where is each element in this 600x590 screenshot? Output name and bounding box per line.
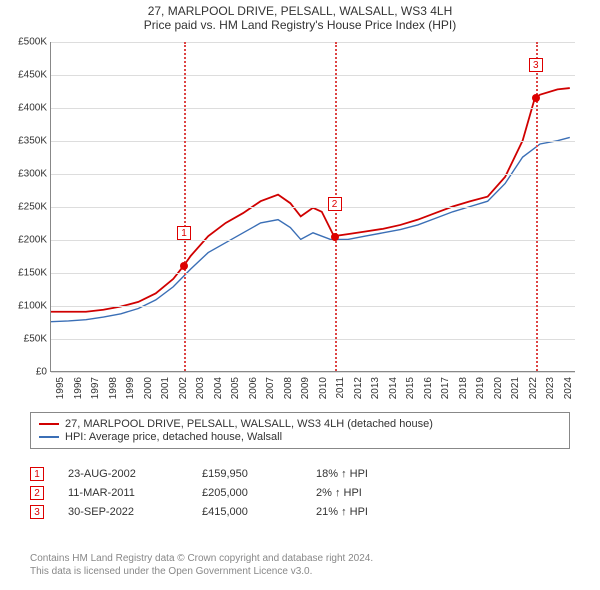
x-axis-label: 1995 — [55, 377, 66, 407]
x-axis-label: 1996 — [73, 377, 84, 407]
grid-line — [51, 108, 575, 109]
transaction-date: 23-AUG-2002 — [68, 468, 178, 480]
legend-swatch — [39, 423, 59, 425]
grid-line — [51, 339, 575, 340]
y-axis-label: £500K — [18, 37, 47, 48]
grid-line — [51, 207, 575, 208]
x-axis-label: 2015 — [405, 377, 416, 407]
legend-label: HPI: Average price, detached house, Wals… — [65, 431, 282, 443]
grid-line — [51, 372, 575, 373]
attribution-text: Contains HM Land Registry data © Crown c… — [30, 552, 570, 578]
legend-box: 27, MARLPOOL DRIVE, PELSALL, WALSALL, WS… — [30, 412, 570, 449]
x-axis-label: 2020 — [493, 377, 504, 407]
transaction-pct: 2% ↑ HPI — [316, 487, 426, 499]
chart-plot-area: £0£50K£100K£150K£200K£250K£300K£350K£400… — [50, 42, 575, 372]
grid-line — [51, 273, 575, 274]
x-axis-label: 2023 — [545, 377, 556, 407]
transaction-date: 11-MAR-2011 — [68, 487, 178, 499]
marker-dot — [331, 233, 339, 241]
x-axis-label: 2006 — [248, 377, 259, 407]
transaction-row: 3 30-SEP-2022 £415,000 21% ↑ HPI — [30, 505, 570, 519]
y-axis-label: £50K — [24, 334, 47, 345]
transaction-pct: 18% ↑ HPI — [316, 468, 426, 480]
x-axis-label: 2007 — [265, 377, 276, 407]
x-axis-label: 2010 — [318, 377, 329, 407]
x-axis-label: 2002 — [178, 377, 189, 407]
x-axis-label: 2018 — [458, 377, 469, 407]
x-axis-label: 2022 — [528, 377, 539, 407]
x-axis-label: 2001 — [160, 377, 171, 407]
x-axis-label: 1997 — [90, 377, 101, 407]
legend-label: 27, MARLPOOL DRIVE, PELSALL, WALSALL, WS… — [65, 418, 433, 430]
grid-line — [51, 42, 575, 43]
attribution-line: Contains HM Land Registry data © Crown c… — [30, 552, 570, 565]
transaction-marker: 2 — [30, 486, 44, 500]
marker-dot — [532, 94, 540, 102]
y-axis-label: £300K — [18, 169, 47, 180]
x-axis-label: 1998 — [108, 377, 119, 407]
y-axis-label: £450K — [18, 70, 47, 81]
x-axis-label: 2016 — [423, 377, 434, 407]
transactions-table: 1 23-AUG-2002 £159,950 18% ↑ HPI 2 11-MAR-201… — [30, 462, 570, 524]
x-axis-label: 2024 — [563, 377, 574, 407]
legend-item: HPI: Average price, detached house, Wals… — [39, 431, 561, 443]
marker-label: 1 — [177, 226, 191, 240]
grid-line — [51, 240, 575, 241]
legend-swatch — [39, 436, 59, 438]
x-axis-label: 2009 — [300, 377, 311, 407]
transaction-price: £159,950 — [202, 468, 292, 480]
marker-label: 2 — [328, 197, 342, 211]
attribution-line: This data is licensed under the Open Gov… — [30, 565, 570, 578]
series-line-property — [51, 88, 570, 312]
transaction-date: 30-SEP-2022 — [68, 506, 178, 518]
y-axis-label: £100K — [18, 301, 47, 312]
x-axis-label: 2014 — [388, 377, 399, 407]
transaction-row: 1 23-AUG-2002 £159,950 18% ↑ HPI — [30, 467, 570, 481]
x-axis-label: 2008 — [283, 377, 294, 407]
chart-title-block: 27, MARLPOOL DRIVE, PELSALL, WALSALL, WS… — [0, 0, 600, 34]
y-axis-label: £150K — [18, 268, 47, 279]
grid-line — [51, 141, 575, 142]
y-axis-label: £0 — [36, 367, 47, 378]
transaction-pct: 21% ↑ HPI — [316, 506, 426, 518]
x-axis-label: 2012 — [353, 377, 364, 407]
grid-line — [51, 75, 575, 76]
y-axis-label: £200K — [18, 235, 47, 246]
title-address: 27, MARLPOOL DRIVE, PELSALL, WALSALL, WS… — [0, 4, 600, 18]
x-axis-label: 1999 — [125, 377, 136, 407]
grid-line — [51, 306, 575, 307]
transaction-price: £415,000 — [202, 506, 292, 518]
marker-dot — [180, 262, 188, 270]
marker-line — [536, 42, 538, 371]
title-subtitle: Price paid vs. HM Land Registry's House … — [0, 18, 600, 32]
x-axis-label: 2019 — [475, 377, 486, 407]
x-axis-label: 2011 — [335, 377, 346, 407]
x-axis-label: 2000 — [143, 377, 154, 407]
y-axis-label: £250K — [18, 202, 47, 213]
x-axis-label: 2005 — [230, 377, 241, 407]
x-axis-label: 2013 — [370, 377, 381, 407]
marker-line — [184, 42, 186, 371]
series-line-hpi — [51, 137, 570, 321]
transaction-price: £205,000 — [202, 487, 292, 499]
x-axis-label: 2004 — [213, 377, 224, 407]
x-axis-label: 2021 — [510, 377, 521, 407]
transaction-marker: 1 — [30, 467, 44, 481]
legend-item: 27, MARLPOOL DRIVE, PELSALL, WALSALL, WS… — [39, 418, 561, 430]
marker-label: 3 — [529, 58, 543, 72]
grid-line — [51, 174, 575, 175]
x-axis-label: 2017 — [440, 377, 451, 407]
x-axis-label: 2003 — [195, 377, 206, 407]
y-axis-label: £350K — [18, 136, 47, 147]
y-axis-label: £400K — [18, 103, 47, 114]
transaction-row: 2 11-MAR-2011 £205,000 2% ↑ HPI — [30, 486, 570, 500]
transaction-marker: 3 — [30, 505, 44, 519]
